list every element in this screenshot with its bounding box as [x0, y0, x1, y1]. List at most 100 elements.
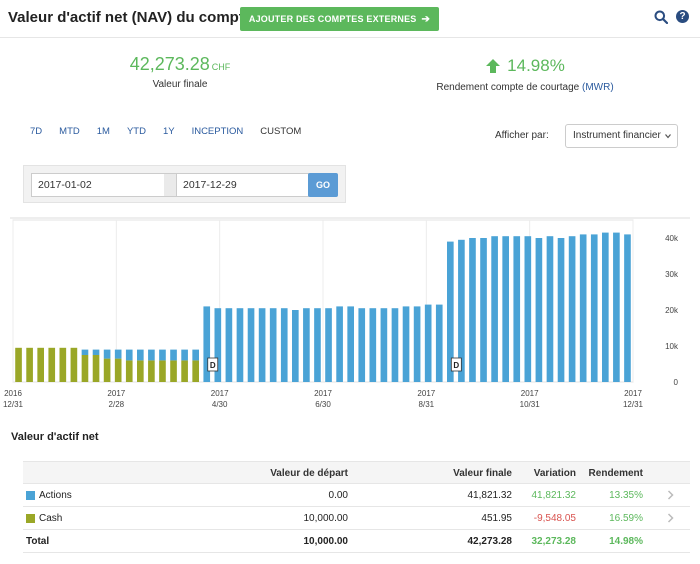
actions-bar [513, 236, 521, 382]
actions-bar [269, 308, 277, 382]
x-tick-year: 2017 [521, 389, 539, 398]
actions-swatch [26, 491, 35, 500]
x-tick-date: 4/30 [212, 400, 228, 409]
actions-bar [491, 236, 498, 382]
go-button[interactable]: GO [308, 173, 338, 197]
y-tick-label: 0 [674, 378, 679, 387]
actions-bar [125, 349, 133, 361]
actions-bar [314, 308, 321, 382]
x-tick-year: 2017 [314, 389, 332, 398]
table-row[interactable]: Cash 10,000.00 451.95 -9,548.05 16.59% [23, 507, 690, 530]
cash-bar [114, 358, 122, 382]
total-return: 14.98% [609, 536, 643, 547]
range-custom[interactable]: CUSTOM [260, 126, 302, 137]
cash-bar [159, 360, 166, 382]
return-method-link[interactable]: (MWR) [582, 82, 614, 93]
page-header: Valeur d'actif net (NAV) du compte AJOUT… [0, 0, 700, 38]
actions-bar [579, 234, 587, 382]
actions-bar [535, 238, 543, 382]
range-ytd[interactable]: YTD [126, 126, 146, 137]
row-variation: 41,821.32 [531, 490, 577, 501]
add-external-accounts-label: AJOUTER DES COMPTES EXTERNES [248, 14, 417, 24]
page-title: Valeur d'actif net (NAV) du compte [8, 9, 253, 26]
actions-bar [568, 236, 576, 382]
chevron-right-icon[interactable] [667, 490, 674, 500]
nav-label: Valeur finale [152, 79, 208, 90]
end-date-input[interactable]: 2017-12-29 [176, 173, 309, 197]
row-start: 10,000.00 [303, 513, 349, 524]
actions-bar [336, 306, 343, 382]
actions-bar [114, 349, 122, 359]
nav-value: 42,273.28 [129, 54, 210, 74]
start-date-input[interactable]: 2017-01-02 [31, 173, 165, 197]
actions-bar [258, 308, 266, 382]
actions-bar [280, 308, 288, 382]
total-name: Total [26, 536, 50, 547]
actions-bar [103, 349, 111, 359]
cash-bar [192, 360, 199, 382]
x-tick-year: 2017 [417, 389, 435, 398]
row-name: Cash [39, 513, 63, 524]
row-return: 13.35% [609, 490, 643, 501]
x-tick-date: 12/31 [623, 400, 644, 409]
cash-bar [103, 358, 111, 382]
dividend-marker-label: D [453, 361, 459, 370]
arrow-right-icon: ➔ [421, 13, 431, 25]
return-summary: 14.98% Rendement compte de courtage (MWR… [410, 56, 640, 93]
chevron-right-icon[interactable] [667, 513, 674, 523]
range-1y[interactable]: 1Y [162, 126, 175, 137]
cash-swatch [26, 514, 35, 523]
actions-bar [447, 241, 454, 382]
show-by-value: Instrument financier [573, 130, 661, 141]
range-mtd[interactable]: MTD [59, 126, 80, 137]
range-selector: 7D MTD 1M YTD 1Y INCEPTION CUSTOM [30, 126, 318, 137]
y-tick-label: 30k [665, 270, 679, 279]
actions-bar [170, 349, 177, 361]
header-start: Valeur de départ [270, 468, 348, 479]
row-final: 41,821.32 [467, 490, 513, 501]
search-icon[interactable] [654, 10, 668, 24]
dividend-marker [450, 357, 462, 372]
x-tick-date: 2/28 [109, 400, 125, 409]
cash-bar [48, 347, 56, 382]
help-icon[interactable]: ? [676, 10, 689, 23]
cash-bar [37, 347, 44, 382]
actions-bar [413, 306, 421, 382]
return-label: Rendement compte de courtage [436, 82, 580, 93]
show-by-label: Afficher par: [495, 130, 549, 141]
range-7d[interactable]: 7D [30, 126, 43, 137]
cash-bar [137, 360, 144, 382]
actions-bar [181, 349, 188, 361]
add-external-accounts-button[interactable]: AJOUTER DES COMPTES EXTERNES ➔ [240, 7, 439, 31]
actions-bar [247, 308, 255, 382]
actions-bar [347, 306, 354, 382]
header-return: Rendement [588, 468, 643, 479]
actions-bar [380, 308, 388, 382]
cash-bar [59, 347, 67, 382]
actions-bar [502, 236, 509, 382]
range-1m[interactable]: 1M [96, 126, 110, 137]
table-row[interactable]: Actions 0.00 41,821.32 41,821.32 13.35% [23, 484, 690, 507]
range-inception[interactable]: INCEPTION [191, 126, 244, 137]
actions-bar [480, 238, 487, 382]
return-value: 14.98% [507, 56, 565, 75]
row-variation: -9,548.05 [533, 513, 576, 524]
chevron-down-icon [665, 134, 671, 139]
row-final: 451.95 [481, 513, 512, 524]
actions-bar [92, 349, 100, 355]
x-tick-date: 10/31 [520, 400, 541, 409]
header-variation: Variation [533, 468, 576, 479]
actions-bar [613, 232, 620, 382]
actions-bar [358, 308, 366, 382]
table-total-row: Total 10,000.00 42,273.28 32,273.28 14.9… [23, 530, 690, 553]
actions-bar [148, 349, 155, 361]
x-tick-year: 2017 [107, 389, 125, 398]
nav-table: Valeur de départ Valeur finale Variation… [23, 461, 690, 553]
actions-bar [435, 304, 443, 382]
show-by-select[interactable]: Instrument financier [565, 124, 678, 148]
actions-bar [214, 308, 222, 382]
x-tick-date: 8/31 [419, 400, 435, 409]
actions-bar [602, 232, 609, 382]
actions-bar [369, 308, 377, 382]
header-final: Valeur finale [453, 468, 512, 479]
